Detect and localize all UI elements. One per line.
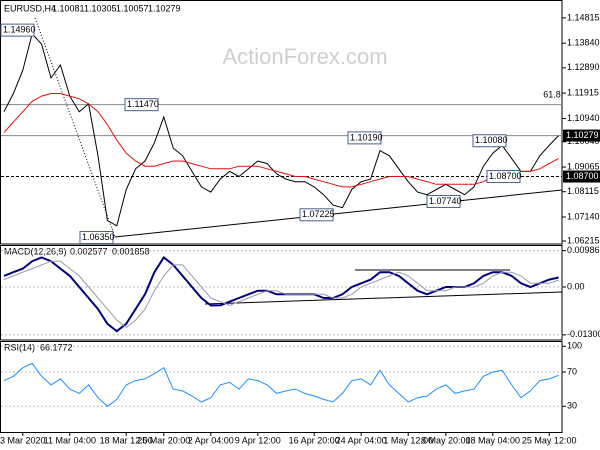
series-line <box>3 256 559 333</box>
x-tick-label: 9 Apr 12:00 <box>235 435 281 445</box>
macd-title: MACD(12,26,9) <box>4 246 67 256</box>
y-tick-label: 1.07140 <box>567 211 600 221</box>
x-tick-label: 3 Mar 2020 <box>0 435 46 445</box>
price-label: 1.06350 <box>82 232 115 242</box>
y-tick-label: 1.06215 <box>567 235 600 245</box>
x-tick-label: 24 Apr 04:00 <box>336 435 387 445</box>
price-label: 1.07225 <box>302 209 335 219</box>
price-label: 1.07740 <box>429 196 462 206</box>
price-label: 1.10080 <box>475 135 508 145</box>
x-tick-label: 1 May 12:00 <box>383 435 433 445</box>
low: 1.10057 <box>116 3 149 13</box>
price-label-box <box>347 131 382 145</box>
price-label-box <box>426 194 461 208</box>
y-tick-label: 1.08115 <box>567 186 599 196</box>
rsi-panel <box>0 341 563 433</box>
y-tick-label: 1.12890 <box>567 62 600 72</box>
x-tick-label: 18 Mar 12:00 <box>100 435 153 445</box>
overlay-lines: ActionForex.com <box>34 17 563 305</box>
x-tick-label: 25 Mar 20:00 <box>137 435 190 445</box>
rsi-title: RSI(14) <box>4 342 35 352</box>
x-tick-label: 8 May 20:00 <box>421 435 471 445</box>
axis-price-tag <box>563 170 600 183</box>
price-label: 1.10190 <box>350 132 383 142</box>
price-header: EURUSD,H4 1.10081 1.10305 1.10057 1.1027… <box>4 3 181 13</box>
series-line <box>3 362 559 407</box>
macd-value: 0.002577 <box>70 246 108 256</box>
y-tick-label: 1.13840 <box>567 38 600 48</box>
axis-price-tag-label: 1.08700 <box>566 171 599 181</box>
x-tick-label: 11 Mar 04:00 <box>44 435 96 445</box>
open: 1.10081 <box>52 3 85 13</box>
signal-value: 0.001858 <box>112 246 150 256</box>
trend-line <box>114 189 563 238</box>
price-label-box <box>0 23 35 37</box>
y-tick-label: -0.013002 <box>567 329 600 339</box>
y-tick-label: 1.09065 <box>567 161 600 171</box>
y-tick-label: 70 <box>567 366 577 376</box>
price-label: 1.08700 <box>489 171 522 181</box>
macd-trend-line <box>204 291 563 305</box>
high: 1.10305 <box>84 3 117 13</box>
price-label-box <box>124 98 159 112</box>
price-label-box <box>472 134 507 148</box>
series-line <box>3 260 559 329</box>
watermark: ActionForex.com <box>222 44 387 69</box>
x-tick-label: 25 May 12:00 <box>522 435 577 445</box>
y-tick-label: 1.11915 <box>567 87 599 97</box>
series-line <box>3 32 559 227</box>
series-line <box>3 93 559 188</box>
y-tick-label: 100 <box>567 341 582 351</box>
price-label-box <box>79 231 114 245</box>
x-tick-label: 16 Apr 20:00 <box>289 435 340 445</box>
price-title: EURUSD,H4 <box>4 3 56 13</box>
y-tick-label: 1.10940 <box>567 113 600 123</box>
macd-panel <box>0 245 563 341</box>
y-tick-label: 1.14815 <box>567 12 600 22</box>
price-label-box <box>299 208 334 222</box>
axis-price-tag <box>563 129 600 142</box>
x-tick-label: 2 Apr 04:00 <box>188 435 234 445</box>
close: 1.10279 <box>148 3 181 13</box>
axis-price-tag-label: 1.10279 <box>566 130 599 140</box>
rsi-value: 66.1772 <box>40 342 73 352</box>
price-panel <box>0 0 563 245</box>
y-tick-label: 0.00 <box>567 281 585 291</box>
x-tick-label: 18 May 04:00 <box>466 435 521 445</box>
y-tick-label: 30 <box>567 401 577 411</box>
price-label: 1.14960 <box>3 24 36 34</box>
fib-label: 61.8 <box>543 89 561 99</box>
price-label-box <box>486 170 521 184</box>
price-label: 1.11470 <box>127 99 159 109</box>
y-tick-label: 0.009862 <box>567 245 600 255</box>
